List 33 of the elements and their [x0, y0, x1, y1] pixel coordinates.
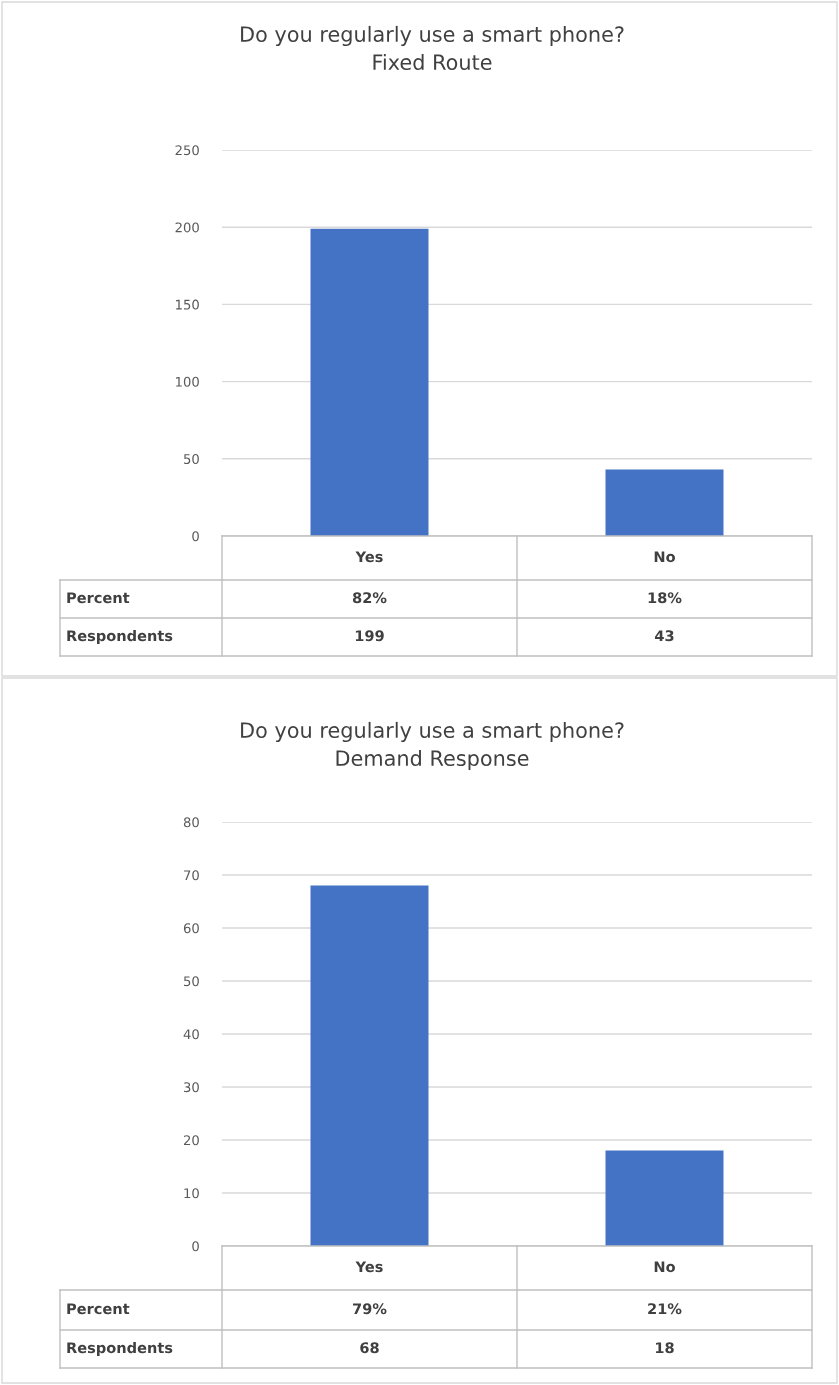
- text: 18%: [648, 592, 682, 604]
- x-tick-label: No: [654, 551, 675, 563]
- y-tick-label: 50: [184, 454, 199, 464]
- data-label: 18: [656, 1342, 674, 1354]
- x-tick-label: Yes: [355, 1261, 383, 1273]
- y-tick-label: 250: [175, 145, 199, 156]
- data-label: 43: [655, 630, 674, 642]
- text: Percent: [67, 1303, 130, 1315]
- text: Respondents: [67, 629, 173, 645]
- y-tick-label: 0: [192, 1241, 199, 1252]
- y-tick-label: 10: [184, 1188, 199, 1199]
- chart-title: Do you regularly use a smart phone? Demand Response: [241, 721, 624, 771]
- text: Respondents: [67, 1341, 173, 1357]
- x-tick-label: Yes: [355, 551, 383, 563]
- text: 21%: [648, 1303, 682, 1315]
- y-tick-label: 0: [192, 531, 199, 542]
- y-tick-label: 20: [183, 1135, 199, 1146]
- x-tick-label: No: [654, 1261, 675, 1273]
- data-label: 199: [355, 630, 384, 642]
- y-tick-label: 150: [176, 299, 199, 310]
- text: Percent: [67, 592, 130, 604]
- y-tick-label: 60: [183, 923, 199, 934]
- y-tick-label: 40: [183, 1029, 199, 1040]
- y-tick-label: 50: [184, 976, 199, 987]
- y-tick-label: 70: [184, 870, 199, 881]
- chart-title: Do you regularly use a smart phone? Fixed Route: [241, 25, 624, 71]
- y-tick-label: 100: [176, 376, 199, 387]
- data-label: 68: [360, 1342, 379, 1354]
- text: 82%: [352, 592, 387, 604]
- y-tick-label: 80: [183, 817, 199, 828]
- text: 79%: [353, 1303, 387, 1315]
- y-tick-label: 30: [183, 1082, 199, 1093]
- y-tick-label: 200: [175, 222, 199, 233]
